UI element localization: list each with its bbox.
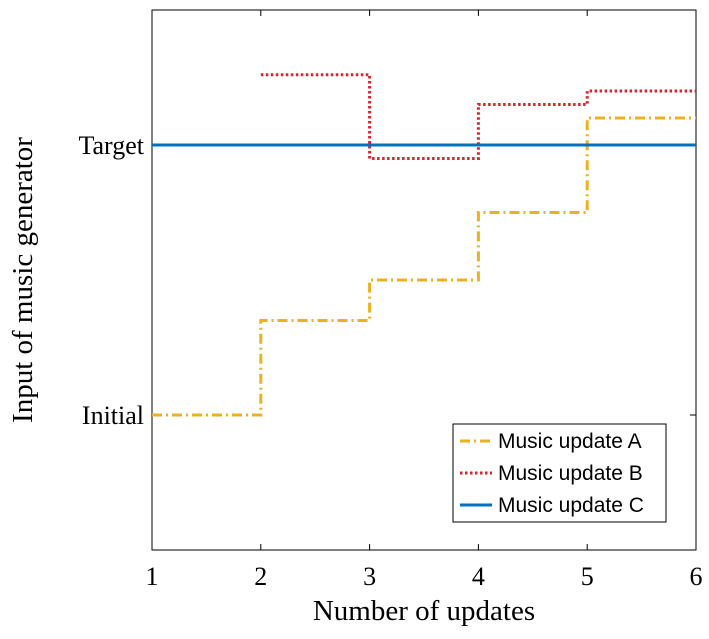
series-group (152, 73, 696, 417)
series-line-2 (260, 73, 696, 160)
y-tick-label: Target (78, 131, 144, 160)
x-tick-label: 3 (363, 562, 376, 591)
y-tick-label: Initial (82, 401, 144, 430)
x-axis-label: Number of updates (313, 595, 535, 627)
y-tick-labels: Initial Target (78, 131, 144, 430)
x-tick-label: 5 (581, 562, 594, 591)
legend-label-2: Music update B (498, 462, 643, 485)
legend-label-3: Music update C (498, 494, 644, 517)
legend-label-1: Music update A (498, 430, 642, 453)
x-tick-label: 6 (690, 562, 703, 591)
x-tick-label: 1 (146, 562, 159, 591)
x-tick-label: 4 (472, 562, 485, 591)
x-tick-label: 2 (254, 562, 267, 591)
x-tick-labels: 1 2 3 4 5 6 (146, 562, 703, 591)
y-axis-label: Input of music generator (7, 137, 39, 423)
series-line-1 (152, 116, 696, 417)
legend: Music update A Music update B Music update… (452, 423, 667, 523)
